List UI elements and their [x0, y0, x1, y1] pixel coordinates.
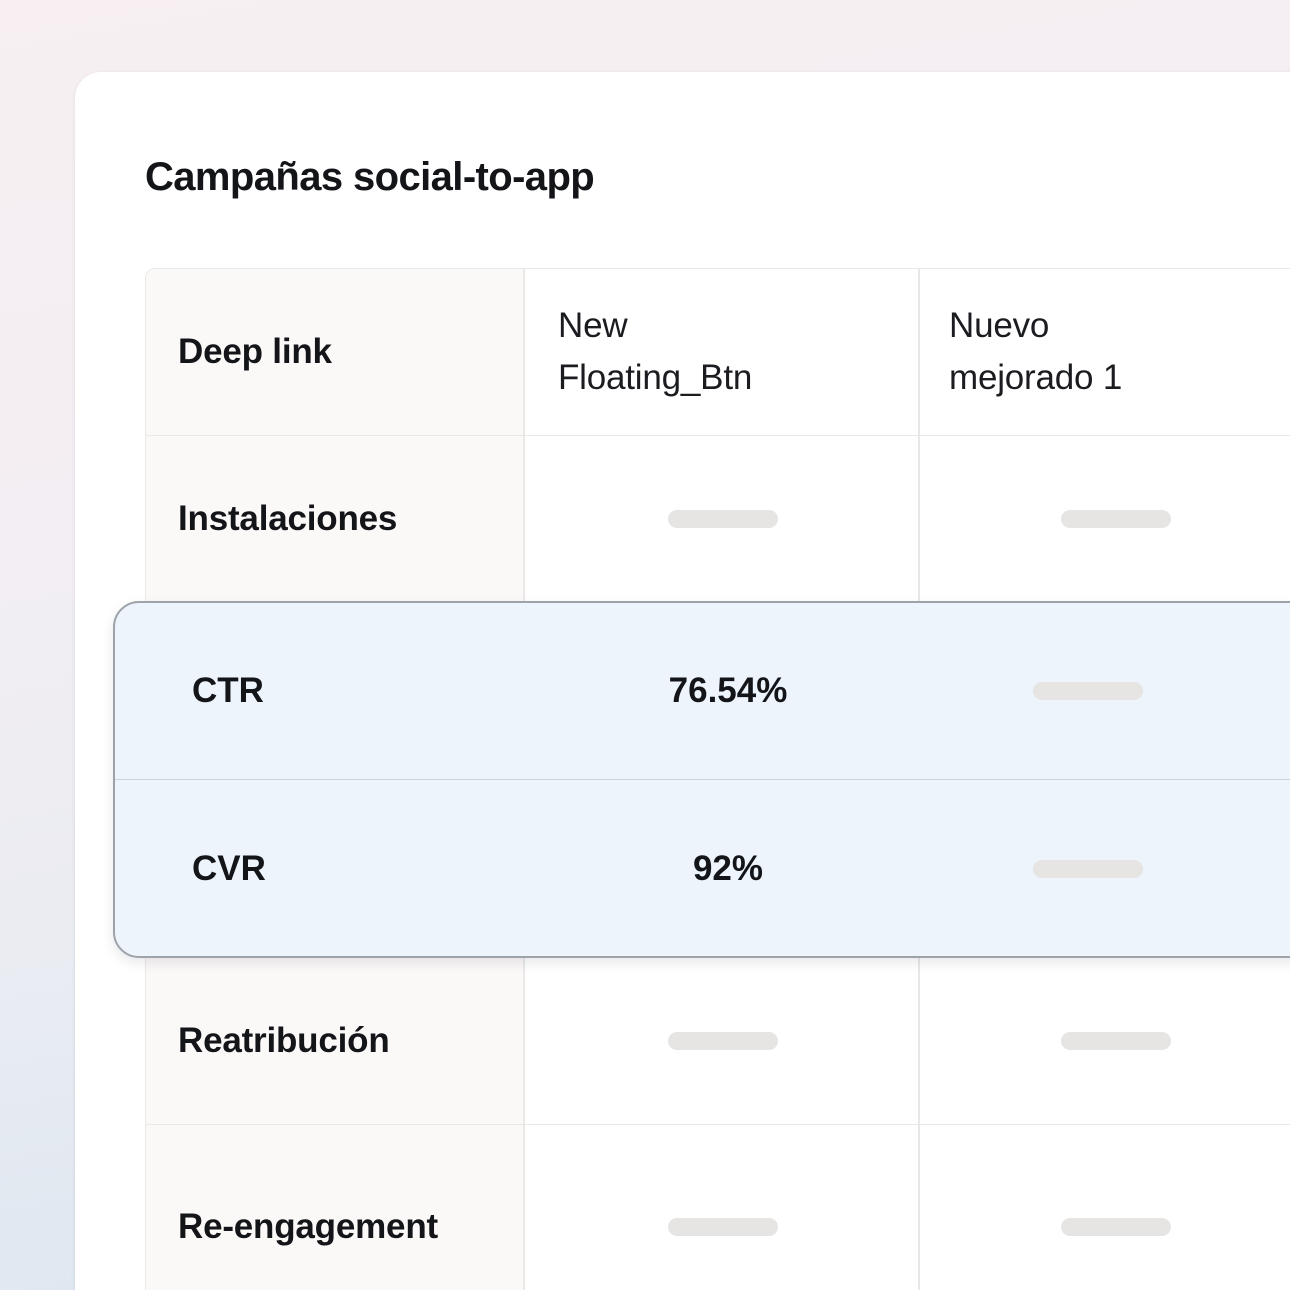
table-row-ctr[interactable]: CTR 76.54%: [115, 603, 1290, 780]
row-label: Instalaciones: [178, 498, 398, 538]
table-header-row: Deep link New Floating_Btn Nuevo mejorad…: [146, 269, 1290, 436]
value-placeholder-bar: [668, 1032, 778, 1051]
row-label: CTR: [192, 671, 264, 710]
value-placeholder-bar: [1033, 682, 1143, 700]
table-row-cvr[interactable]: CVR 92%: [115, 781, 1290, 956]
value-placeholder-bar: [668, 1218, 778, 1236]
column-header-new-floating-btn: New Floating_Btn: [558, 306, 753, 397]
metric-value-cvr: 92%: [692, 848, 764, 888]
row-label: Re-engagement: [178, 1207, 438, 1246]
value-placeholder-bar: [1061, 509, 1171, 528]
value-placeholder-bar: [1061, 1218, 1171, 1236]
value-placeholder-bar: [1061, 1032, 1171, 1051]
metric-value-ctr: 76.54%: [668, 671, 788, 710]
value-placeholder-bar: [1033, 859, 1143, 878]
corner-header-deep-link: Deep link: [178, 332, 332, 371]
table-row-instalaciones[interactable]: Instalaciones: [146, 437, 1290, 602]
row-label: Reatribución: [178, 1021, 390, 1061]
column-header-nuevo-mejorado-1: Nuevo mejorado 1: [949, 306, 1123, 397]
highlighted-rows-card: CTR 76.54% CVR 92%: [113, 601, 1290, 958]
page-title: Campañas social-to-app: [145, 155, 595, 199]
value-placeholder-bar: [668, 509, 778, 528]
table-row-reatribucion[interactable]: Reatribución: [146, 959, 1290, 1125]
row-label: CVR: [192, 848, 266, 888]
table-row-reengagement[interactable]: Re-engagement: [146, 1125, 1290, 1290]
